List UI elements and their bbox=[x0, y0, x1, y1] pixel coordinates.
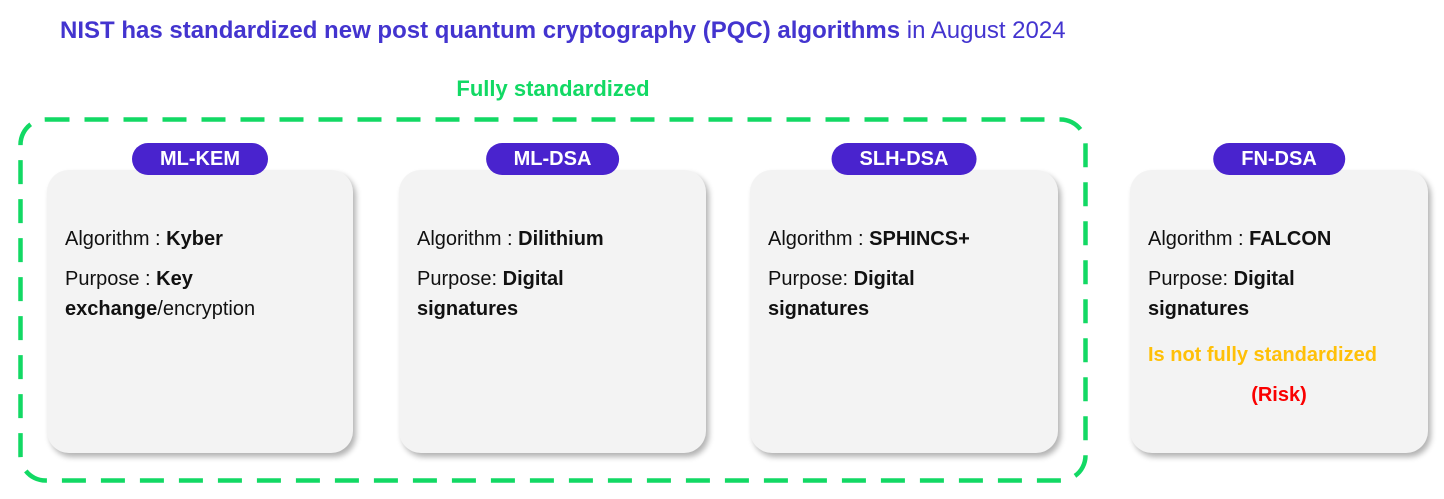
card-badge-fn-dsa: FN-DSA bbox=[1213, 143, 1345, 175]
purpose-line: Purpose: Digital signatures bbox=[768, 264, 973, 324]
purpose-value-bold: Digital signatures bbox=[768, 268, 915, 320]
algorithm-label: Algorithm : bbox=[768, 228, 864, 250]
purpose-line: Purpose: Digital signatures bbox=[417, 264, 622, 324]
card-badge-ml-dsa: ML-DSA bbox=[485, 143, 620, 175]
risk-label: (Risk) bbox=[1251, 384, 1307, 406]
fully-standardized-dashed-border bbox=[18, 117, 1088, 483]
algorithm-value: Dilithium bbox=[518, 228, 604, 250]
algorithm-label: Algorithm : bbox=[417, 228, 513, 250]
purpose-value-regular: /encryption bbox=[157, 298, 256, 320]
algorithm-value: SPHINCS+ bbox=[869, 228, 970, 250]
purpose-line: Purpose: Digital signatures bbox=[1148, 264, 1353, 324]
card-fn-dsa: FN-DSA Algorithm : FALCON Purpose: Digit… bbox=[1130, 143, 1428, 453]
algorithm-line: Algorithm : FALCON bbox=[1148, 224, 1410, 254]
fully-standardized-label: Fully standardized bbox=[456, 76, 650, 101]
not-standardized-warning: Is not fully standardized bbox=[1148, 344, 1377, 366]
page-title: NIST has standardized new post quantum c… bbox=[60, 14, 1066, 48]
purpose-label: Purpose: bbox=[1148, 268, 1229, 290]
page-title-bold: NIST has standardized new post quantum c… bbox=[60, 17, 901, 44]
algorithm-line: Algorithm : Dilithium bbox=[417, 224, 688, 254]
card-slh-dsa: SLH-DSA Algorithm : SPHINCS+ Purpose: Di… bbox=[750, 143, 1058, 453]
card-ml-dsa: ML-DSA Algorithm : Dilithium Purpose: Di… bbox=[399, 143, 706, 453]
card-badge-slh-dsa: SLH-DSA bbox=[831, 143, 977, 175]
purpose-value-bold: Digital signatures bbox=[417, 268, 564, 320]
purpose-label: Purpose: bbox=[768, 268, 849, 290]
algorithm-line: Algorithm : SPHINCS+ bbox=[768, 224, 1040, 254]
purpose-line: Purpose : Key exchange/encryption bbox=[65, 264, 270, 324]
card-ml-kem: ML-KEM Algorithm : Kyber Purpose : Key e… bbox=[47, 143, 353, 453]
algorithm-label: Algorithm : bbox=[65, 228, 161, 250]
purpose-value-bold: Digital signatures bbox=[1148, 268, 1295, 320]
algorithm-label: Algorithm : bbox=[1148, 228, 1244, 250]
purpose-label: Purpose : bbox=[65, 268, 151, 290]
card-badge-ml-kem: ML-KEM bbox=[132, 143, 268, 175]
purpose-value-bold: Key exchange bbox=[65, 268, 193, 320]
algorithm-value: Kyber bbox=[166, 228, 223, 250]
algorithm-line: Algorithm : Kyber bbox=[65, 224, 335, 254]
page-title-regular: in August 2024 bbox=[900, 17, 1066, 44]
purpose-label: Purpose: bbox=[417, 268, 498, 290]
algorithm-value: FALCON bbox=[1249, 228, 1332, 250]
